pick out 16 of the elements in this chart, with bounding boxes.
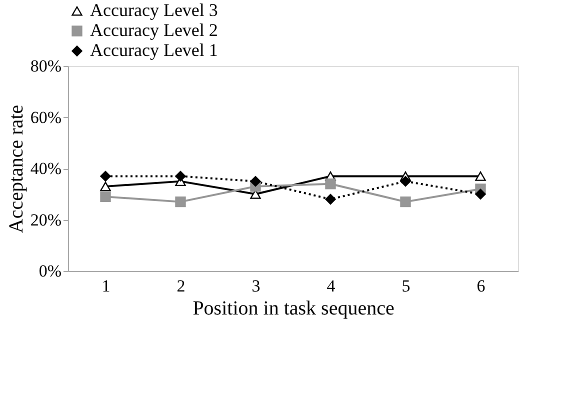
y-tick-label: 80% — [30, 56, 62, 76]
x-tick-label: 4 — [326, 276, 336, 296]
y-tick-label: 20% — [30, 210, 62, 230]
y-tick-label: 60% — [30, 108, 62, 127]
legend-label: Accuracy Level 3 — [90, 0, 218, 20]
legend-label: Accuracy Level 2 — [90, 20, 218, 40]
y-tick-label: 40% — [30, 159, 62, 178]
x-tick-label: 2 — [176, 276, 186, 296]
legend-label: Accuracy Level 1 — [90, 40, 218, 60]
y-axis-title: Acceptance rate — [5, 104, 28, 234]
x-tick-label: 5 — [402, 276, 410, 296]
x-tick-label: 3 — [252, 276, 260, 296]
x-tick-label: 1 — [102, 276, 110, 296]
x-tick-label: 6 — [476, 276, 486, 296]
x-axis-title: Position in task sequence — [192, 298, 394, 320]
y-tick-label: 0% — [38, 262, 62, 280]
